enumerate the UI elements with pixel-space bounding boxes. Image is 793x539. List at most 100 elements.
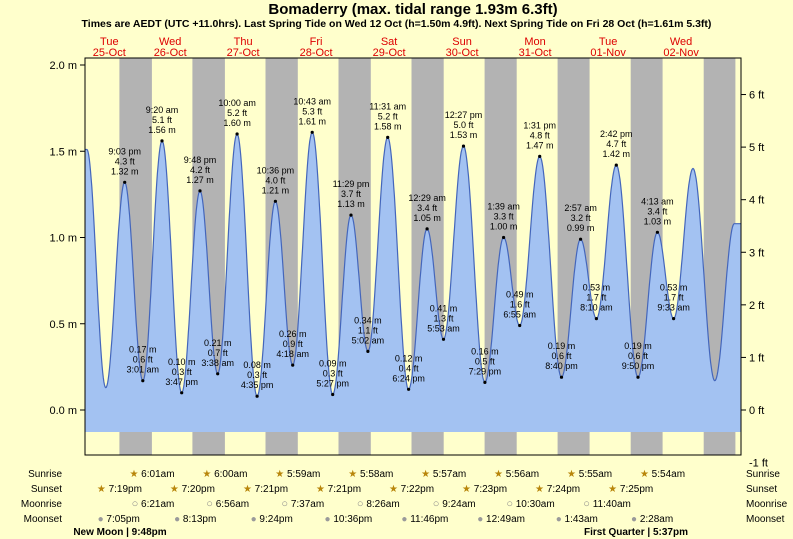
- tide-extreme-label-line: 9:33 am: [657, 303, 690, 313]
- astro-time-text: 6:21am: [138, 499, 174, 510]
- tide-extreme-dot: [425, 227, 429, 231]
- moon-icon: ○: [206, 498, 213, 510]
- tide-extreme-label-line: 11:29 pm: [333, 179, 370, 189]
- tide-extreme-label-line: 0.6 ft: [133, 355, 154, 365]
- tide-extreme-label-line: 8:10 am: [580, 303, 613, 313]
- day-date: 27-Oct: [227, 47, 260, 59]
- astro-time-text: 6:00am: [211, 469, 247, 480]
- sunset-time: ★ 7:25pm: [608, 484, 653, 495]
- day-name: Wed: [670, 36, 692, 48]
- tide-extreme-label-line: 5:02 am: [352, 335, 385, 345]
- moonset-time: ● 11:46pm: [401, 514, 448, 525]
- moon-icon: ●: [401, 514, 407, 525]
- moon-icon: ○: [357, 498, 364, 510]
- sunrise-time: ★ 5:59am: [275, 469, 320, 480]
- tide-extreme-dot: [614, 163, 618, 167]
- astro-time-text: 5:57am: [430, 469, 466, 480]
- tide-extreme-dot: [461, 144, 466, 148]
- moonrise-time: ○ 6:21am: [132, 498, 175, 510]
- astro-time-text: 6:56am: [213, 499, 249, 510]
- astro-time-text: 12:49am: [483, 514, 525, 525]
- moonset-time: ● 9:24pm: [251, 514, 293, 525]
- astro-time-text: 5:55am: [576, 469, 612, 480]
- tide-extreme-label-line: 0.17 m: [129, 345, 157, 355]
- moon-icon: ○: [506, 498, 513, 510]
- tide-extreme-label-line: 0.19 m: [624, 341, 652, 351]
- sun-icon: ★: [348, 469, 357, 480]
- tide-extreme-label-line: 3:47 pm: [165, 377, 198, 387]
- astro-time-text: 7:23pm: [471, 484, 507, 495]
- tide-extreme-label-line: 1.7 ft: [586, 293, 607, 303]
- y-axis-right: 6 ft 5 ft 4 ft 3 ft 2 ft 1 ft 0 ft -1 ft: [741, 90, 768, 470]
- moon-icon: ○: [281, 498, 288, 510]
- tide-extreme-label-line: 0.10 m: [168, 357, 196, 367]
- moonset-time: ● 7:05pm: [98, 514, 140, 525]
- tide-extreme-dot: [123, 180, 127, 184]
- tide-extreme-label-line: 4:13 am: [641, 196, 674, 206]
- moonset-time: ● 1:43am: [556, 514, 598, 525]
- astro-row-label-right-moonrise: Moonrise: [746, 499, 788, 510]
- tide-extreme-label-line: 9:48 pm: [184, 155, 217, 165]
- tide-extreme-label-line: 1.00 m: [490, 222, 518, 232]
- astro-row-label-right-sunrise: Sunrise: [746, 469, 780, 480]
- tide-extreme-label-line: 1.47 m: [526, 140, 554, 150]
- day-name: Tue: [599, 36, 618, 48]
- moonrise-time: ○ 7:37am: [281, 498, 324, 510]
- tide-extreme-label-line: 5.1 ft: [152, 115, 173, 125]
- astro-row-label-left-moonrise: Moonrise: [21, 499, 63, 510]
- tide-extreme-label-line: 10:00 am: [218, 98, 256, 108]
- sun-icon: ★: [389, 484, 398, 495]
- astro-time-text: 9:24am: [439, 499, 475, 510]
- moon-phase-note-left: New Moon | 9:48pm: [73, 527, 166, 538]
- tide-extreme-label-line: 1.6 ft: [510, 300, 531, 310]
- tide-extreme-label-line: 11:31 am: [369, 101, 406, 111]
- day-name: Sun: [452, 36, 472, 48]
- tide-extreme-label-line: 3:01 am: [127, 365, 160, 375]
- day-name: Fri: [310, 36, 323, 48]
- tide-extreme-label-line: 5.0 ft: [453, 120, 474, 130]
- sun-icon: ★: [535, 484, 544, 495]
- astro-time-text: 5:54am: [649, 469, 685, 480]
- tide-extreme-dot: [594, 317, 599, 321]
- tide-extreme-label-line: 0.41 m: [430, 303, 458, 313]
- y-axis-right-tick: 5 ft: [749, 142, 764, 154]
- tide-extreme-label-line: 0.7 ft: [208, 348, 229, 358]
- tide-extreme-label-line: 0.19 m: [548, 341, 576, 351]
- day-name: Thu: [234, 36, 253, 48]
- tide-extreme-label-line: 0.21 m: [204, 338, 232, 348]
- sun-icon: ★: [567, 469, 576, 480]
- astro-time-text: 8:13pm: [180, 514, 216, 525]
- tide-extreme-label-line: 4.7 ft: [606, 139, 627, 149]
- tide-extreme-label-line: 0.09 m: [319, 359, 347, 369]
- astro-time-text: 11:40am: [590, 499, 631, 510]
- tide-extreme-label-line: 1.53 m: [450, 130, 478, 140]
- tide-extreme-label-line: 1.7 ft: [664, 293, 685, 303]
- sunrise-time: ★ 6:01am: [129, 469, 174, 480]
- sunrise-time: ★ 5:54am: [640, 469, 685, 480]
- tide-extreme-dot: [655, 230, 660, 234]
- tide-extreme-label-line: 0.08 m: [243, 360, 271, 370]
- astro-row-label-right-sunset: Sunset: [746, 484, 777, 495]
- moon-icon: ●: [325, 514, 331, 525]
- sun-icon: ★: [243, 484, 252, 495]
- tide-extreme-dot: [180, 391, 184, 395]
- tide-extreme-label-line: 1.05 m: [413, 213, 441, 223]
- page-subtitle: Times are AEDT (UTC +11.0hrs). Last Spri…: [81, 18, 712, 30]
- y-axis-right-tick: 2 ft: [749, 300, 764, 312]
- tide-extreme-dot: [141, 379, 145, 383]
- sunrise-time: ★ 6:00am: [202, 469, 247, 480]
- plot-border: [84, 57, 742, 456]
- moonrise-time: ○ 9:24am: [433, 498, 476, 510]
- moonset-time: ● 8:13pm: [174, 514, 216, 525]
- sun-icon: ★: [202, 469, 211, 480]
- tide-extreme-dot: [273, 199, 277, 203]
- sunset-time: ★ 7:23pm: [462, 484, 507, 495]
- sun-icon: ★: [275, 469, 284, 480]
- tide-extreme-label-line: 0.34 m: [354, 315, 382, 325]
- tide-extreme-dot: [291, 363, 295, 367]
- sun-icon: ★: [129, 469, 138, 480]
- tide-extreme-dot: [559, 375, 564, 379]
- moonrise-time: ○ 8:26am: [357, 498, 400, 510]
- tide-extreme-label-line: 5.3 ft: [302, 106, 323, 116]
- astro-time-text: 7:22pm: [398, 484, 434, 495]
